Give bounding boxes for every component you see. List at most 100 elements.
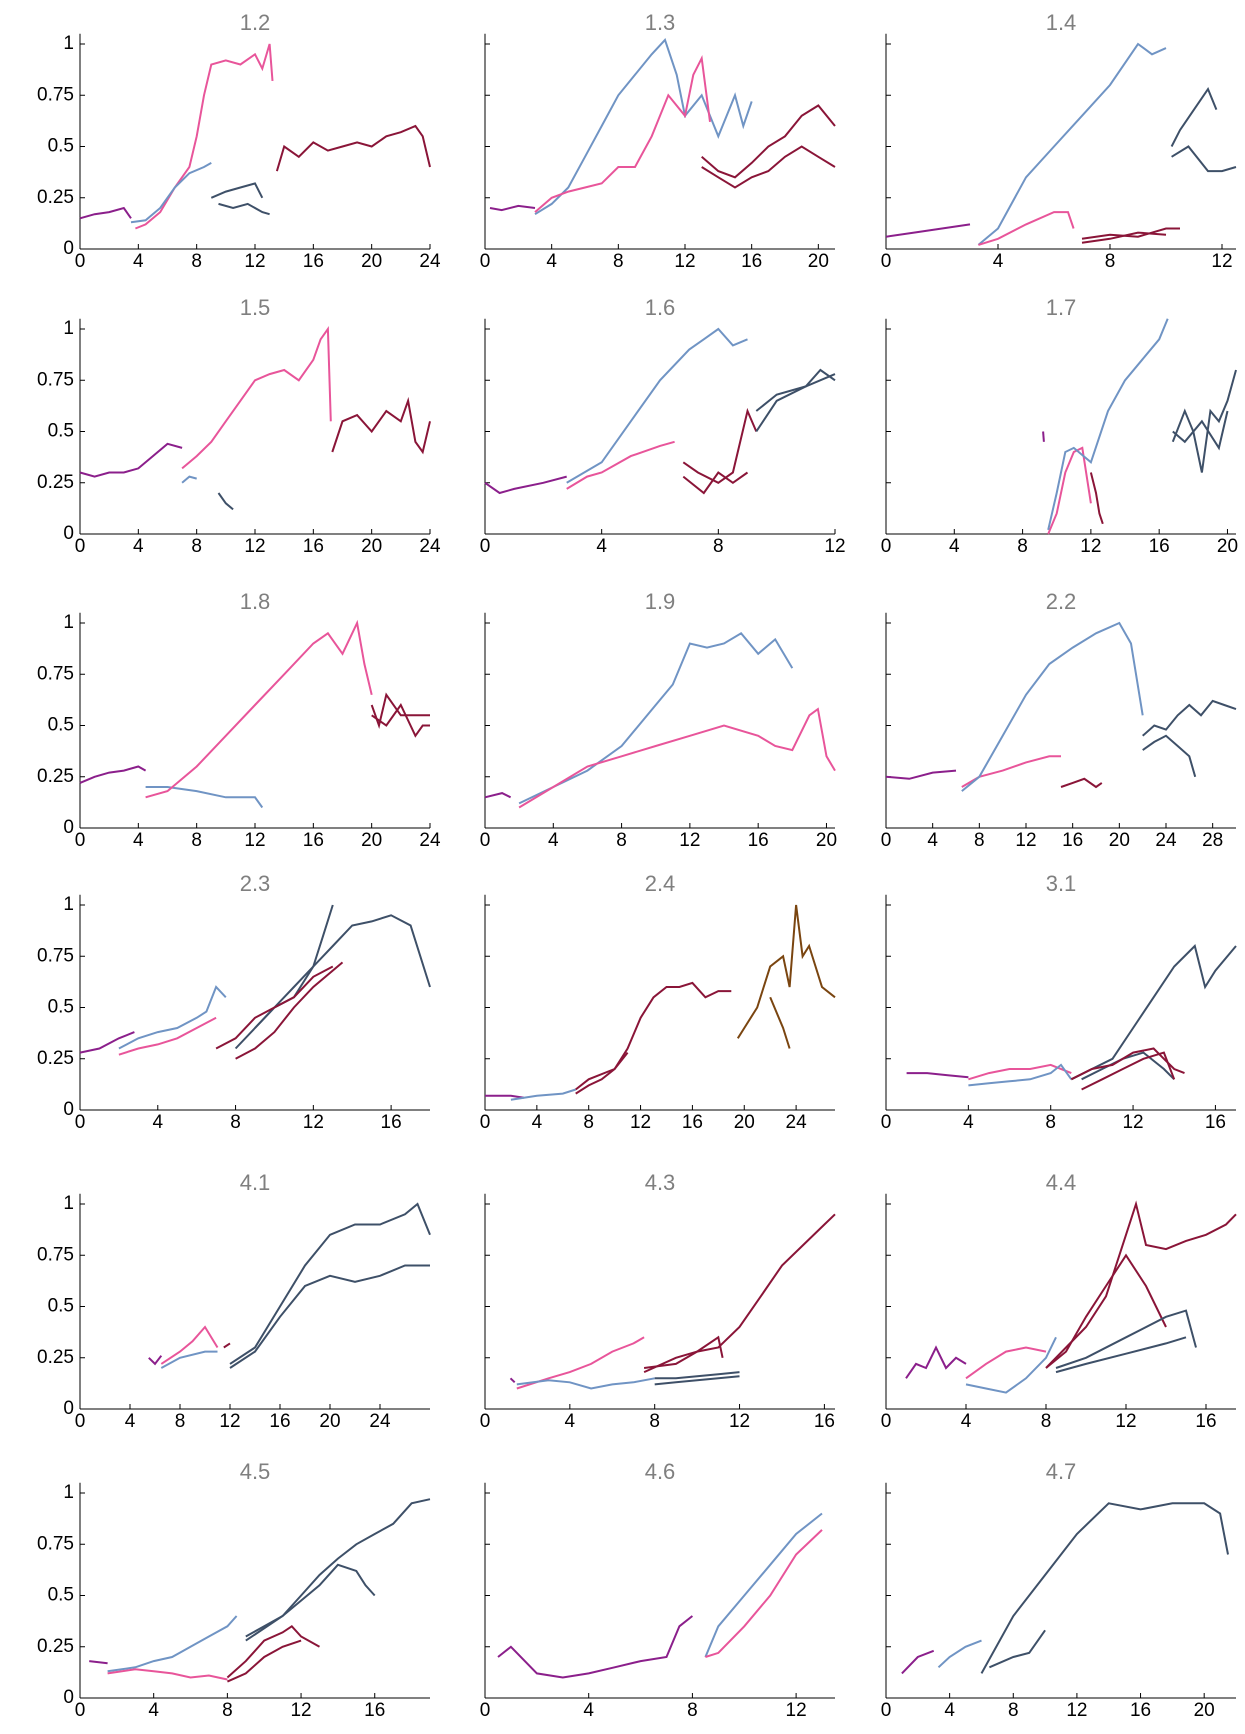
- x-tick-label: 8: [1008, 1700, 1019, 1721]
- x-tick-label: 0: [480, 1411, 491, 1432]
- y-tick-label: 1: [63, 318, 74, 339]
- x-tick-label: 12: [244, 536, 265, 557]
- series-line: [968, 1063, 1072, 1081]
- series-line: [978, 211, 1075, 246]
- series-line: [118, 985, 227, 1050]
- panel-title: 4.1: [240, 1170, 271, 1195]
- series-line: [682, 407, 758, 484]
- x-tick-label: 8: [649, 1411, 660, 1432]
- x-tick-label: 4: [133, 251, 144, 272]
- series-line: [1042, 431, 1045, 442]
- series-line: [229, 1264, 430, 1369]
- series-line: [705, 1529, 823, 1658]
- x-tick-label: 24: [1155, 830, 1177, 851]
- y-tick-label: 0.75: [37, 663, 74, 684]
- x-tick-label: 12: [786, 1700, 807, 1721]
- panel-title: 1.4: [1046, 10, 1077, 35]
- series-line: [1142, 699, 1237, 737]
- series-line: [489, 204, 536, 212]
- series-line: [371, 703, 430, 738]
- y-tick-label: 1: [63, 1482, 74, 1503]
- x-tick-label: 4: [927, 830, 938, 851]
- x-tick-label: 16: [269, 1411, 290, 1432]
- x-tick-label: 20: [816, 830, 837, 851]
- y-tick-label: 0.25: [37, 187, 74, 208]
- series-line: [701, 104, 836, 179]
- series-line: [275, 124, 431, 172]
- x-tick-label: 24: [369, 1411, 391, 1432]
- series-line: [160, 1350, 218, 1369]
- panel-title: 4.3: [645, 1170, 676, 1195]
- series-line: [79, 442, 183, 478]
- y-tick-label: 0.5: [48, 1585, 74, 1606]
- x-tick-label: 4: [133, 536, 144, 557]
- x-tick-label: 16: [303, 251, 324, 272]
- series-line: [226, 1624, 320, 1679]
- x-tick-label: 0: [881, 830, 892, 851]
- x-tick-label: 0: [75, 830, 86, 851]
- x-tick-label: 20: [1217, 536, 1238, 557]
- x-tick-label: 0: [480, 830, 491, 851]
- series-line: [107, 1615, 238, 1673]
- x-tick-label: 8: [191, 536, 202, 557]
- series-line: [107, 1668, 228, 1681]
- series-line: [130, 162, 212, 224]
- series-line: [223, 1342, 231, 1349]
- panel-title: 3.1: [1046, 871, 1077, 896]
- series-line: [968, 1063, 1073, 1087]
- x-tick-label: 4: [546, 251, 557, 272]
- y-tick-label: 0.75: [37, 1244, 74, 1265]
- series-line: [217, 492, 234, 511]
- series-line: [135, 43, 274, 230]
- x-tick-label: 4: [133, 830, 144, 851]
- series-line: [704, 1512, 823, 1658]
- x-tick-label: 24: [419, 251, 441, 272]
- panel-title: 1.6: [645, 295, 676, 320]
- series-line: [516, 1336, 645, 1390]
- series-line: [218, 202, 270, 216]
- y-tick-label: 0.75: [37, 84, 74, 105]
- x-tick-label: 4: [596, 536, 607, 557]
- series-line: [1070, 1047, 1185, 1081]
- y-tick-label: 0.25: [37, 1347, 74, 1368]
- x-tick-label: 0: [480, 251, 491, 272]
- y-tick-label: 0.5: [48, 997, 74, 1018]
- y-tick-label: 1: [63, 612, 74, 633]
- series-line: [226, 1639, 302, 1683]
- series-line: [1081, 1051, 1175, 1081]
- y-tick-label: 0.25: [37, 472, 74, 493]
- series-line: [331, 396, 431, 455]
- x-tick-label: 16: [1195, 1411, 1216, 1432]
- x-tick-label: 12: [1015, 830, 1036, 851]
- x-tick-label: 12: [290, 1700, 311, 1721]
- panel-title: 2.3: [240, 871, 271, 896]
- x-tick-label: 12: [679, 830, 700, 851]
- x-tick-label: 0: [480, 536, 491, 557]
- x-tick-label: 16: [1205, 1112, 1226, 1133]
- y-tick-label: 0.25: [37, 1048, 74, 1069]
- series-line: [485, 1094, 525, 1099]
- y-tick-label: 0.5: [48, 421, 74, 442]
- series-line: [215, 965, 334, 1050]
- series-line: [1047, 318, 1169, 531]
- x-tick-label: 16: [303, 830, 324, 851]
- series-line: [534, 54, 711, 213]
- series-line: [254, 904, 334, 1029]
- x-tick-label: 12: [630, 1112, 651, 1133]
- x-tick-label: 16: [1149, 536, 1170, 557]
- x-tick-label: 12: [1115, 1411, 1136, 1432]
- series-line: [980, 1502, 1229, 1674]
- series-line: [961, 755, 1061, 788]
- x-tick-label: 0: [75, 536, 86, 557]
- panel-title: 1.5: [240, 295, 271, 320]
- x-tick-label: 8: [583, 1112, 594, 1133]
- series-line: [181, 475, 197, 484]
- panel-title: 2.4: [645, 871, 676, 896]
- y-tick-label: 0.5: [48, 715, 74, 736]
- panel-title: 2.2: [1046, 589, 1077, 614]
- y-tick-label: 1: [63, 1193, 74, 1214]
- x-tick-label: 16: [1062, 830, 1083, 851]
- series-line: [1171, 145, 1237, 173]
- x-tick-label: 28: [1202, 830, 1223, 851]
